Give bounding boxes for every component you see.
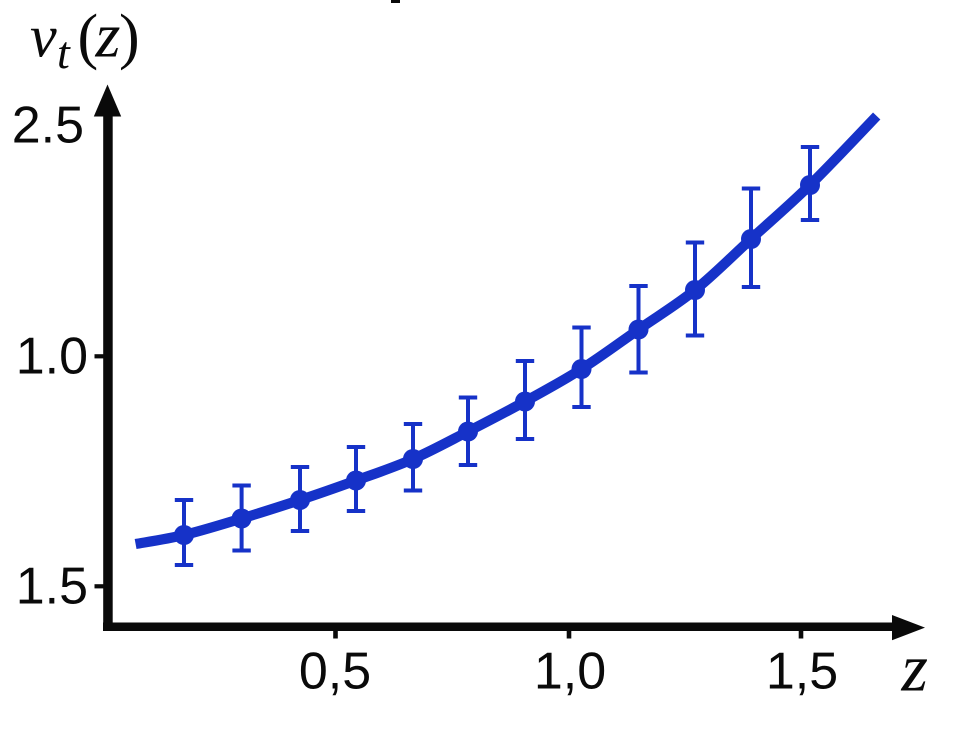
svg-text:1,0: 1,0 — [534, 643, 606, 701]
svg-text:1.0: 1.0 — [16, 328, 88, 386]
svg-text:(: ( — [78, 3, 99, 71]
svg-text:1,5: 1,5 — [766, 643, 838, 701]
svg-text:2.5: 2.5 — [12, 97, 84, 155]
svg-text:v: v — [30, 4, 57, 70]
svg-text:z: z — [95, 0, 121, 71]
svg-text:1.5: 1.5 — [16, 558, 88, 616]
svg-text:0,5: 0,5 — [299, 643, 371, 701]
svg-text:): ) — [119, 3, 140, 71]
svg-text:t: t — [57, 27, 71, 78]
svg-text:z: z — [901, 630, 928, 706]
